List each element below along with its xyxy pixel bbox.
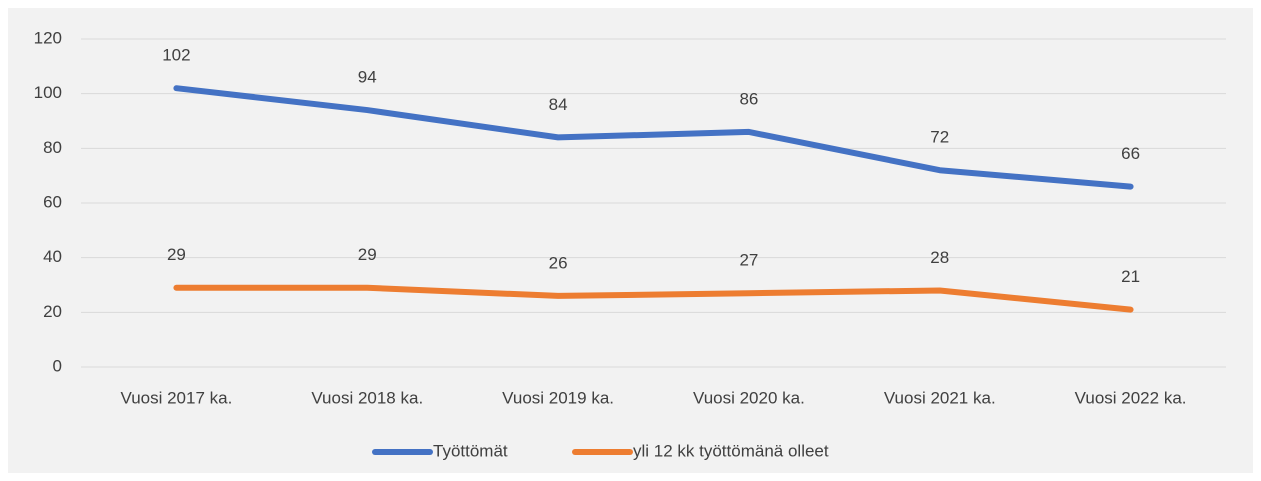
series-line bbox=[173, 284, 1134, 313]
x-tick-label: Vuosi 2018 ka. bbox=[311, 388, 423, 407]
y-tick-label: 80 bbox=[43, 138, 62, 157]
x-tick-label: Vuosi 2019 ka. bbox=[502, 388, 614, 407]
data-label: 21 bbox=[1121, 267, 1140, 286]
y-tick-label: 20 bbox=[43, 302, 62, 321]
series-line bbox=[173, 85, 1134, 190]
data-label: 28 bbox=[930, 248, 949, 267]
chart-background bbox=[8, 8, 1253, 473]
y-tick-label: 60 bbox=[43, 192, 62, 211]
data-label: 72 bbox=[930, 128, 949, 147]
legend-label: yli 12 kk työttömänä olleet bbox=[633, 441, 829, 460]
y-tick-label: 40 bbox=[43, 247, 62, 266]
data-label: 29 bbox=[167, 245, 186, 264]
y-tick-label: 100 bbox=[34, 83, 62, 102]
x-tick-label: Vuosi 2022 ka. bbox=[1075, 388, 1187, 407]
data-label: 84 bbox=[549, 95, 568, 114]
data-label: 94 bbox=[358, 68, 377, 87]
y-tick-label: 120 bbox=[34, 28, 62, 47]
data-label: 86 bbox=[739, 89, 758, 108]
data-label: 26 bbox=[549, 253, 568, 272]
data-label: 29 bbox=[358, 245, 377, 264]
x-tick-label: Vuosi 2020 ka. bbox=[693, 388, 805, 407]
data-label: 102 bbox=[162, 46, 190, 65]
data-label: 27 bbox=[739, 251, 758, 270]
x-tick-label: Vuosi 2021 ka. bbox=[884, 388, 996, 407]
x-tick-label: Vuosi 2017 ka. bbox=[120, 388, 232, 407]
y-tick-label: 0 bbox=[53, 356, 62, 375]
legend-label: Työttömät bbox=[433, 441, 508, 460]
data-label: 66 bbox=[1121, 144, 1140, 163]
